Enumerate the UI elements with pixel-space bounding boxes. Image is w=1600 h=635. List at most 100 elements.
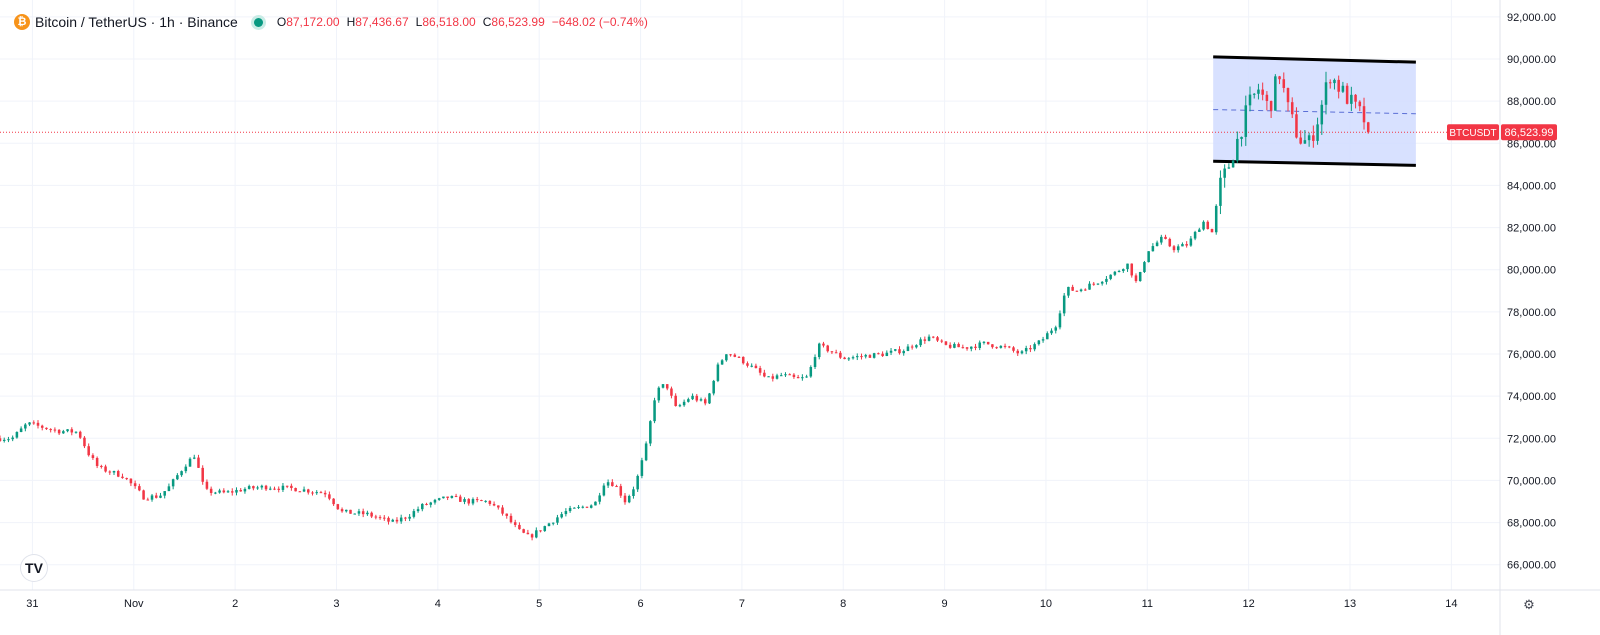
candle-down — [695, 395, 699, 401]
candle-down — [877, 353, 880, 355]
candle-up — [24, 424, 27, 429]
candle-up — [906, 346, 910, 352]
candle-down — [1084, 289, 1087, 291]
candle-up — [1257, 89, 1260, 94]
candle-down — [273, 488, 276, 490]
candle-down — [944, 341, 948, 345]
candle-down — [1134, 275, 1138, 282]
candle-up — [919, 339, 922, 346]
candle-up — [1316, 124, 1319, 141]
candle-down — [1312, 135, 1315, 141]
time-tick-label: 8 — [840, 598, 846, 610]
candle-up — [1202, 221, 1205, 230]
candle-up — [970, 346, 973, 349]
candle-down — [138, 486, 141, 491]
price-tick-label: 82,000.00 — [1507, 223, 1556, 235]
time-axis[interactable]: 31 Nov 2 3 4 5 6 7 8 9 10 11 12 13 14 — [26, 598, 1457, 610]
time-tick-label: 7 — [739, 598, 745, 610]
candle-down — [1008, 346, 1011, 348]
price-tag: BTCUSDT 86,523.99 — [1447, 124, 1557, 141]
candle-up — [1117, 271, 1121, 273]
candle-up — [463, 499, 466, 502]
candle-up — [214, 492, 217, 494]
candle-down — [530, 534, 534, 538]
candle-up — [159, 495, 162, 498]
candle-down — [1286, 87, 1290, 103]
candle-up — [150, 495, 154, 500]
symbol-title[interactable]: Bitcoin / TetherUS · 1h · Binance — [35, 14, 238, 30]
candle-up — [817, 343, 821, 358]
candle-up — [999, 345, 1003, 348]
candle-down — [104, 466, 107, 472]
candle-up — [750, 365, 753, 367]
grid-lines — [0, 0, 1500, 590]
candle-up — [1096, 283, 1100, 285]
candle-down — [1164, 236, 1167, 239]
candle-up — [218, 490, 221, 493]
candle-down — [45, 427, 48, 430]
candle-down — [307, 489, 310, 493]
candle-up — [256, 487, 259, 489]
candle-up — [687, 399, 690, 402]
candle-down — [948, 344, 952, 348]
candle-up — [1324, 82, 1328, 105]
candle-down — [615, 486, 618, 488]
candle-down — [754, 365, 758, 369]
candle-up — [408, 516, 411, 519]
candle-down — [32, 422, 36, 424]
candle-down — [121, 476, 124, 479]
channel-drawing[interactable] — [1213, 55, 1416, 167]
candle-down — [57, 429, 61, 434]
candle-up — [1054, 327, 1058, 331]
candle-down — [1290, 102, 1294, 115]
candle-up — [953, 343, 956, 348]
candle-up — [171, 479, 175, 487]
candle-down — [505, 513, 509, 516]
candle-up — [1067, 286, 1070, 296]
tradingview-logo-icon[interactable]: TV — [21, 555, 47, 581]
candle-down — [497, 505, 500, 508]
time-tick-label: 10 — [1040, 598, 1052, 610]
candle-up — [433, 499, 437, 503]
candle-up — [1189, 238, 1193, 246]
candle-up — [573, 507, 576, 509]
candle-up — [767, 376, 770, 378]
gear-icon[interactable]: ⚙ — [1523, 597, 1535, 612]
candle-up — [805, 376, 808, 378]
time-tick-label: 31 — [26, 598, 38, 610]
candle-up — [1214, 205, 1218, 233]
candle-down — [1337, 79, 1340, 92]
time-tick-label: 2 — [232, 598, 238, 610]
candle-up — [184, 466, 188, 472]
candle-up — [1143, 262, 1146, 273]
candle-down — [843, 357, 846, 360]
price-axis[interactable]: 66,000.00 68,000.00 70,000.00 72,000.00 74,0… — [1507, 12, 1556, 572]
time-tick-label: 13 — [1344, 598, 1356, 610]
candle-up — [640, 460, 644, 476]
candle-down — [492, 503, 496, 506]
candle-up — [712, 380, 715, 394]
candle-down — [475, 499, 479, 501]
candle-down — [1016, 350, 1020, 354]
candle-up — [226, 491, 230, 493]
price-tick-label: 92,000.00 — [1507, 12, 1556, 24]
candle-up — [260, 485, 264, 488]
candle-down — [834, 352, 838, 354]
candle-up — [1155, 242, 1159, 247]
candle-down — [957, 343, 960, 348]
candle-down — [49, 429, 52, 431]
candle-up — [851, 357, 855, 359]
candle-up — [1198, 229, 1201, 232]
candle-up — [589, 505, 593, 508]
candle-up — [632, 489, 635, 497]
candle-up — [644, 443, 648, 461]
candle-up — [594, 501, 597, 506]
candle-up — [716, 364, 720, 381]
candles — [0, 71, 1370, 541]
candle-up — [247, 486, 251, 489]
candle-up — [302, 489, 306, 492]
candle-up — [1100, 281, 1104, 284]
candle-up — [606, 482, 610, 486]
